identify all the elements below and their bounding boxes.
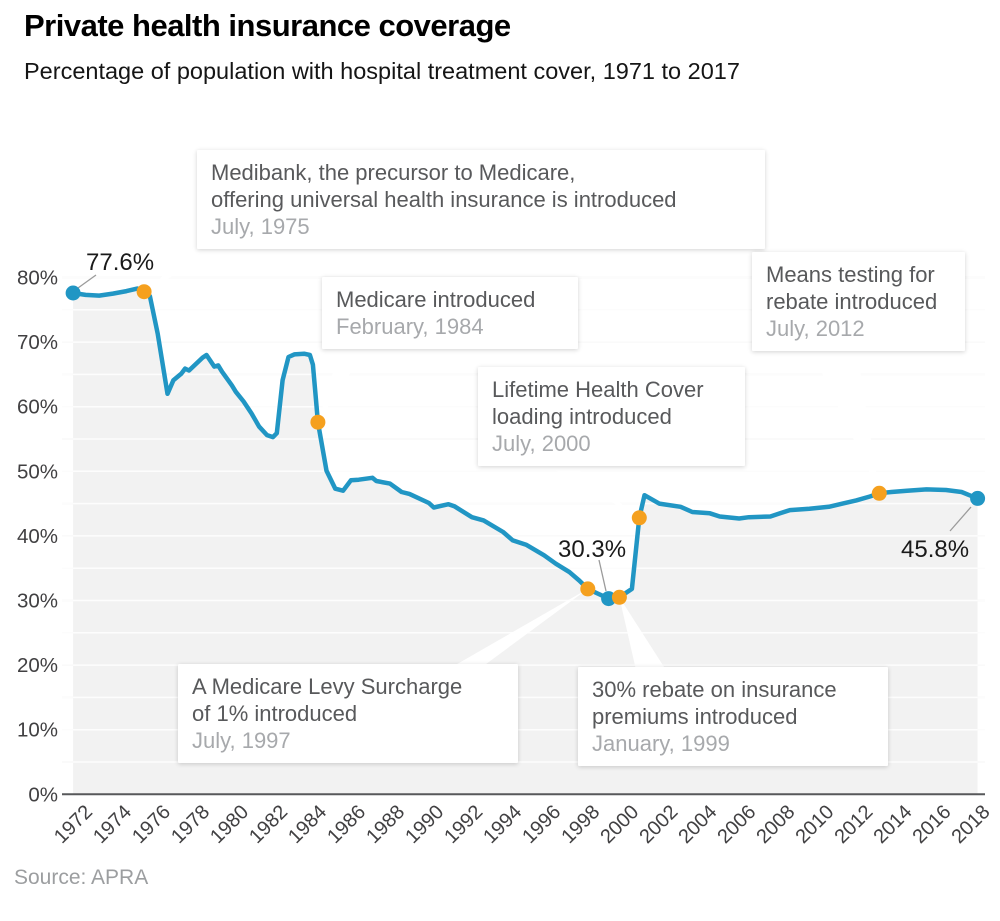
x-axis-label: 1972: [50, 801, 97, 848]
x-axis-label: 2002: [635, 801, 682, 848]
annotation-lifetime-health-cover: Lifetime Health Cover loading introduced…: [478, 367, 745, 466]
annotation-date: July, 1997: [192, 728, 291, 753]
callout-pointer-lhc: [532, 457, 640, 518]
x-axis-label: 1984: [284, 801, 331, 848]
coverage-line: [70, 286, 980, 601]
label-connector: [949, 506, 972, 532]
x-axis-label: 1980: [206, 801, 253, 848]
label-connector: [77, 274, 97, 289]
callout-pointer-mls: [452, 588, 588, 667]
x-axis-label: 2018: [948, 801, 995, 848]
x-axis-label: 1974: [89, 801, 136, 848]
callout-pointer-rebate: [619, 597, 666, 670]
annotation-30pct-rebate: 30% rebate on insurance premiums introdu…: [578, 667, 888, 766]
value-label-start: 77.6%: [86, 249, 154, 276]
annotation-text: Lifetime Health Cover loading introduced: [492, 377, 704, 429]
event-marker-means: [871, 485, 887, 501]
page-title: Private health insurance coverage: [24, 8, 511, 43]
data-point-marker-start: [65, 285, 81, 301]
annotation-medibank: Medibank, the precursor to Medicare, off…: [197, 150, 765, 249]
y-axis-label: 70%: [17, 331, 58, 354]
annotation-medicare-levy-surcharge: A Medicare Levy Surcharge of 1% introduc…: [178, 664, 518, 763]
annotation-date: January, 1999: [592, 731, 730, 756]
x-axis-label: 1982: [245, 801, 292, 848]
x-axis-label: 1986: [323, 801, 370, 848]
event-marker-medibank: [136, 284, 152, 300]
y-axis-label: 0%: [28, 783, 58, 806]
source-credit: Source: APRA: [14, 866, 149, 889]
y-axis-label: 80%: [17, 267, 58, 290]
annotation-medicare: Medicare introduced February, 1984: [322, 277, 578, 349]
x-axis-label: 2000: [596, 801, 643, 848]
annotation-text: Medibank, the precursor to Medicare, off…: [211, 160, 677, 212]
x-axis-label: 1994: [479, 801, 526, 848]
annotation-date: July, 1975: [211, 214, 310, 239]
event-marker-medicare: [310, 414, 326, 430]
x-axis-label: 2012: [830, 801, 877, 848]
annotation-text: 30% rebate on insurance premiums introdu…: [592, 677, 837, 729]
callout-pointer-means: [808, 344, 880, 494]
x-axis-label: 1978: [167, 801, 214, 848]
annotation-means-testing: Means testing for rebate introduced July…: [752, 252, 965, 351]
page-subtitle: Percentage of population with hospital t…: [24, 58, 740, 84]
x-axis-label: 1976: [128, 801, 175, 848]
data-point-marker-end: [970, 490, 986, 506]
callout-pointer-medicare: [317, 342, 371, 423]
annotation-date: July, 2012: [766, 316, 865, 341]
x-axis-label: 1992: [440, 801, 487, 848]
x-axis-label: 2010: [791, 801, 838, 848]
y-axis-label: 30%: [17, 590, 58, 613]
value-label-min: 30.3%: [558, 536, 626, 563]
label-connector: [598, 559, 607, 592]
y-axis-label: 50%: [17, 460, 58, 483]
event-marker-mls: [580, 581, 596, 597]
annotation-text: Medicare introduced: [336, 287, 536, 312]
event-marker-lhc: [631, 510, 647, 526]
annotation-date: February, 1984: [336, 314, 484, 339]
y-axis-label: 20%: [17, 654, 58, 677]
x-axis-label: 1990: [401, 801, 448, 848]
annotation-text: A Medicare Levy Surcharge of 1% introduc…: [192, 674, 463, 726]
callout-pointer-medibank: [144, 247, 226, 292]
x-axis-label: 2008: [752, 801, 799, 848]
x-axis-label: 2004: [674, 801, 721, 848]
x-axis-label: 2016: [908, 801, 955, 848]
x-axis-label: 2006: [713, 801, 760, 848]
annotation-text: Means testing for rebate introduced: [766, 262, 938, 314]
x-axis-label: 2014: [869, 801, 916, 848]
x-axis-label: 1998: [557, 801, 604, 848]
y-axis-label: 10%: [17, 719, 58, 742]
annotation-date: July, 2000: [492, 431, 591, 456]
x-axis-label: 1988: [362, 801, 409, 848]
event-marker-rebate: [611, 589, 627, 605]
value-label-end: 45.8%: [901, 536, 969, 563]
y-axis-label: 60%: [17, 396, 58, 419]
y-axis-label: 40%: [17, 525, 58, 548]
x-axis-label: 1996: [518, 801, 565, 848]
